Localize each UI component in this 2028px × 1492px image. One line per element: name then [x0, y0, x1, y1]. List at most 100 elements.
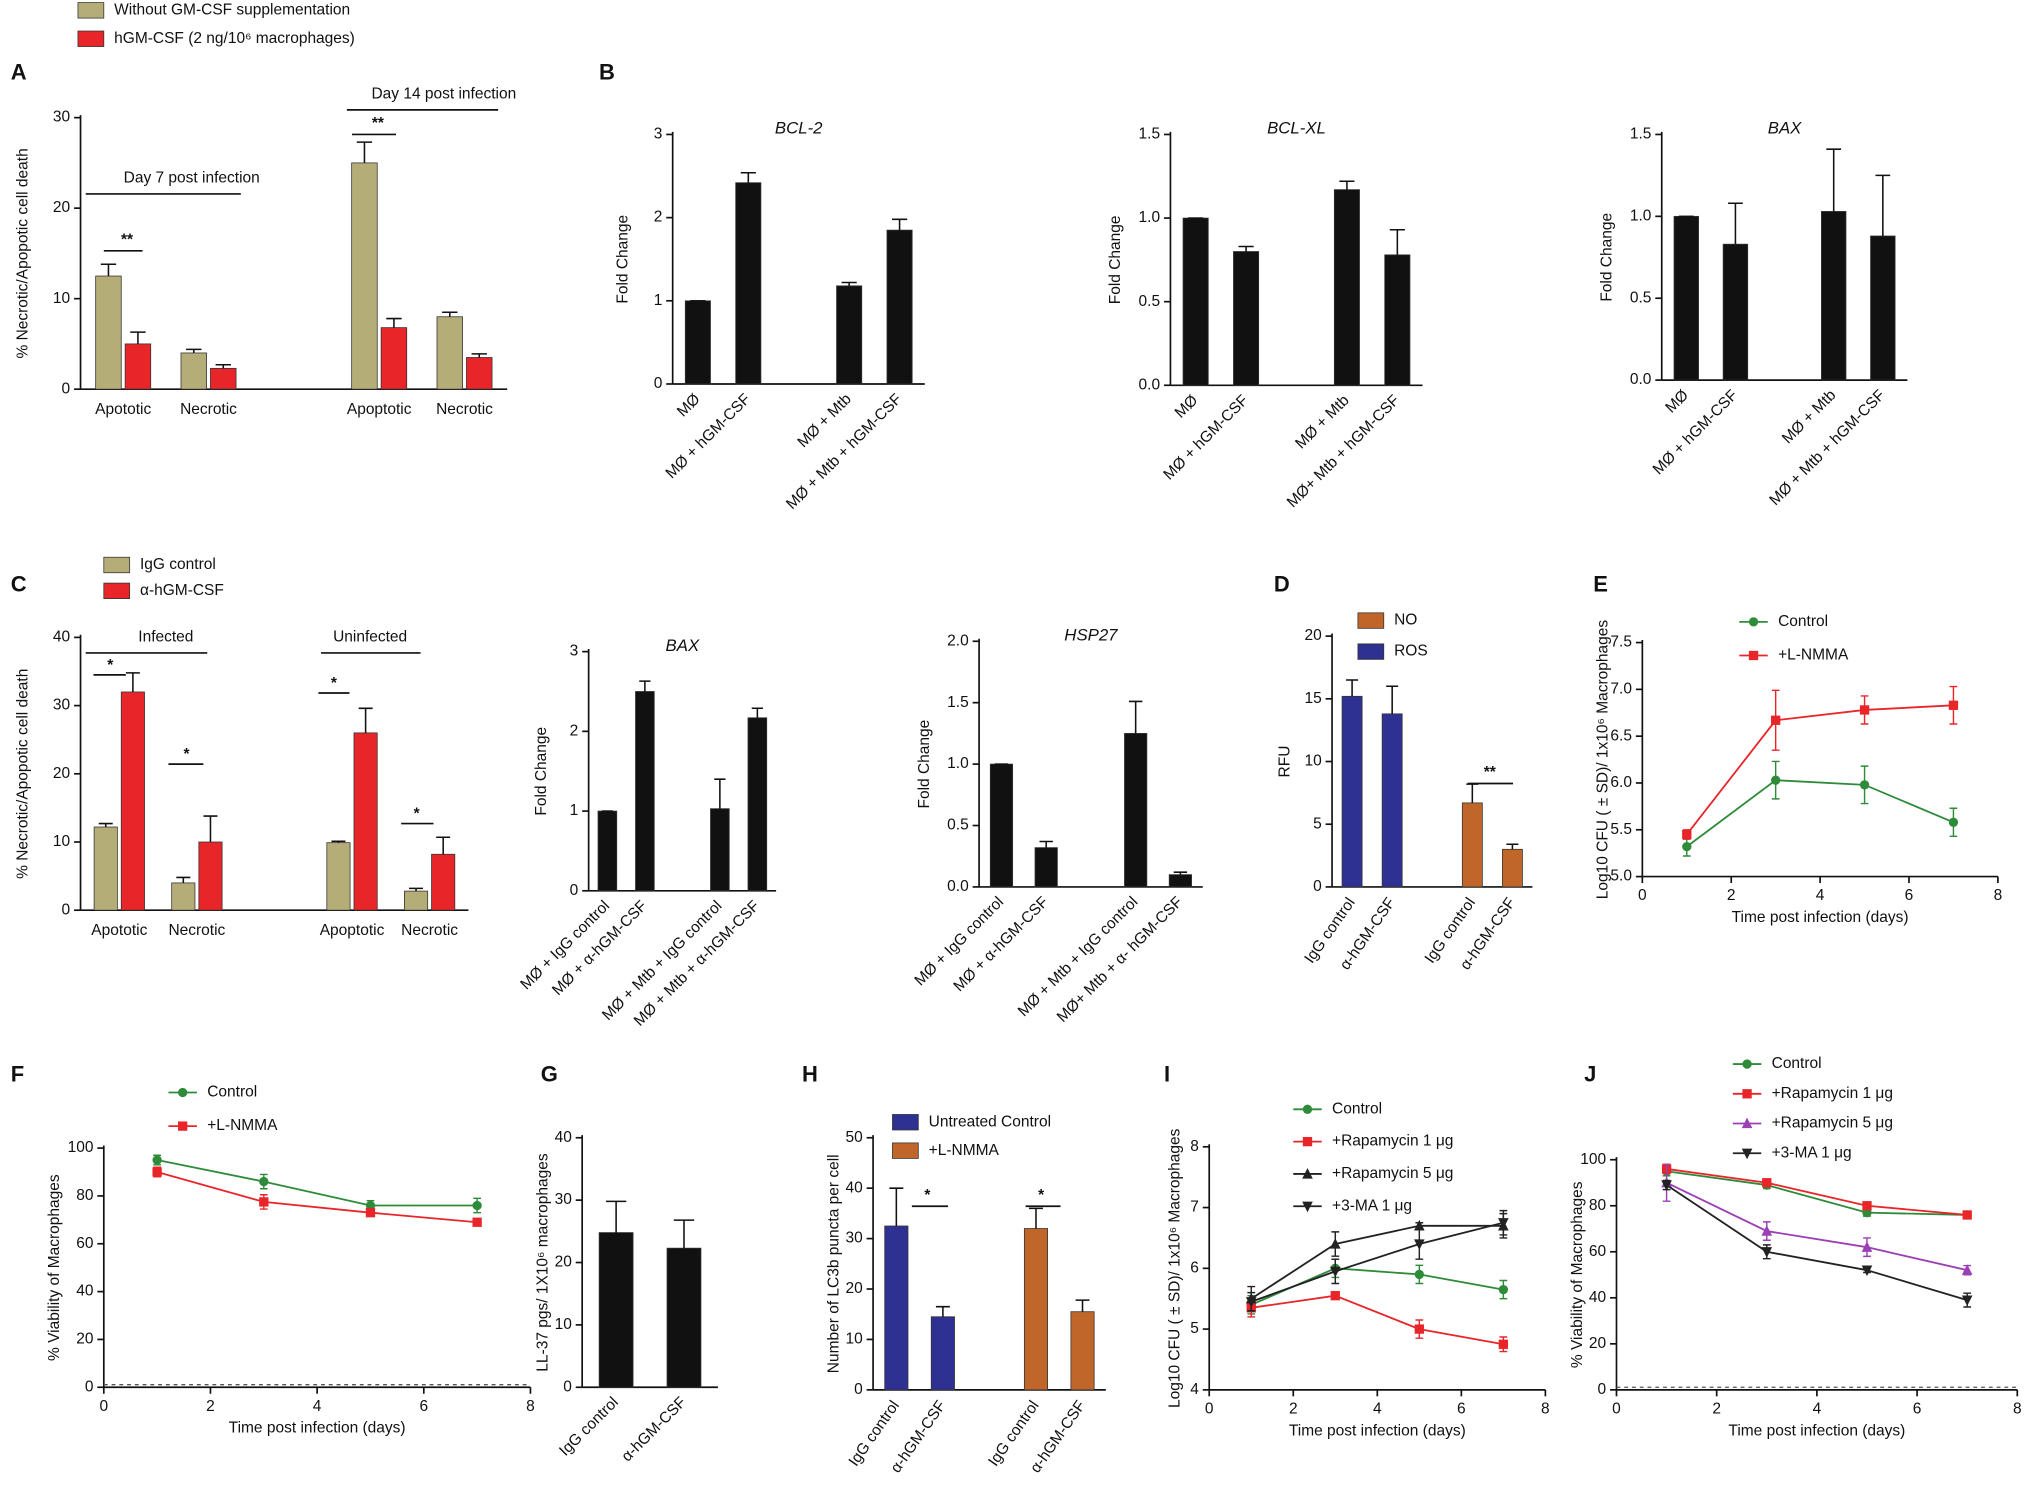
x-tick-label: 8: [2013, 1400, 2022, 1417]
legend-label: Untreated Control: [929, 1113, 1051, 1130]
x-tick-label: 6: [1913, 1400, 1922, 1417]
annotation: **: [372, 115, 385, 132]
bar: [404, 890, 429, 911]
point: [1948, 700, 1959, 710]
y-tick-label: 0.0: [1630, 371, 1652, 388]
x-tick-label: Necrotic: [436, 401, 493, 418]
x-axis-label: Time post infection (days): [1289, 1422, 1466, 1439]
x-tick-label: 8: [1541, 1400, 1550, 1417]
legend-label: +L-NMMA: [929, 1142, 1000, 1159]
bar: [598, 1232, 634, 1388]
y-tick-label: 1.0: [1139, 209, 1161, 226]
legend-marker: [178, 1121, 188, 1131]
point: [1329, 1238, 1341, 1249]
y-axis-label: % Viability of Macrophages: [46, 1174, 63, 1361]
y-tick-label: 30: [555, 1191, 573, 1208]
y-tick-label: 4: [1190, 1381, 1199, 1398]
y-tick-label: 10: [53, 833, 71, 850]
error-bar: [639, 680, 651, 692]
chart-title: BCL-2: [775, 119, 823, 138]
legend-marker: [1748, 617, 1759, 627]
bar: [1341, 695, 1363, 888]
error-bar: [889, 1187, 904, 1226]
y-tick-label: 10: [555, 1316, 573, 1333]
legend-label: Control: [1772, 1055, 1822, 1072]
x-tick-label: 6: [1905, 887, 1914, 904]
bar: [886, 229, 913, 385]
y-tick-label: 1.0: [1630, 207, 1652, 224]
error-bar: [1728, 202, 1743, 245]
y-tick-label: 2: [654, 209, 663, 226]
y-axis-label: Fold Change: [916, 720, 933, 809]
y-tick-label: 20: [1589, 1335, 1607, 1352]
error-bar: [125, 672, 140, 692]
point: [1961, 1295, 1973, 1307]
bar: [930, 1316, 955, 1391]
legend-marker: [1742, 1059, 1752, 1069]
y-tick-label: 20: [76, 1331, 94, 1348]
bar: [1182, 217, 1209, 386]
point: [365, 1200, 376, 1211]
y-tick-label: 100: [1580, 1151, 1606, 1168]
error-bar: [1466, 783, 1479, 803]
point: [152, 1155, 162, 1165]
y-tick-label: 1: [570, 802, 579, 819]
y-tick-label: 50: [845, 1129, 863, 1146]
y-tick-label: 0: [570, 882, 579, 899]
series-line: [156, 1171, 478, 1224]
y-tick-label: 15: [1304, 690, 1321, 707]
error-bar: [1339, 180, 1355, 190]
x-tick-label: MØ: [674, 391, 704, 421]
error-bar: [1075, 1299, 1090, 1312]
error-bar: [358, 707, 373, 733]
y-tick-label: 10: [845, 1331, 863, 1348]
y-tick-label: 8: [1190, 1138, 1199, 1155]
y-tick-label: 20: [1304, 627, 1322, 644]
series-line: [1666, 1181, 1968, 1272]
point: [472, 1217, 482, 1227]
bar: [171, 882, 196, 911]
series-line: [156, 1159, 478, 1207]
error-bar: [436, 836, 451, 855]
bar: [1034, 847, 1058, 888]
y-tick-label: 5.5: [1610, 821, 1632, 838]
bar: [1821, 211, 1847, 381]
legend-swatch: [1357, 612, 1385, 629]
bar: [735, 182, 762, 385]
point: [472, 1200, 482, 1211]
x-axis-label: Time post infection (days): [229, 1420, 406, 1437]
panel-letter: J: [1584, 1061, 1596, 1086]
y-tick-label: 7.5: [1610, 634, 1632, 651]
error-bar: [1039, 840, 1053, 848]
bar: [380, 327, 408, 390]
y-tick-label: 0: [62, 901, 71, 918]
panel-letter: F: [11, 1061, 24, 1086]
y-tick-label: 20: [53, 765, 71, 782]
bar: [1333, 189, 1360, 386]
legend-marker: [1741, 1148, 1753, 1160]
error-bar: [386, 317, 402, 328]
y-tick-label: 0: [563, 1378, 572, 1395]
bar: [747, 717, 768, 892]
x-tick-label: 8: [1994, 887, 2003, 904]
chart-title: HSP27: [1064, 626, 1118, 645]
annotation: *: [414, 806, 421, 823]
y-axis-label: Number of LC3b puncta per cell: [825, 1154, 842, 1373]
y-axis-label: % Necrotic/Apopotic cell death: [15, 669, 32, 879]
x-tick-label: Apoptotic: [347, 401, 412, 418]
y-tick-label: 60: [1589, 1243, 1607, 1260]
y-tick-label: 2.0: [947, 632, 969, 649]
legend-marker: [1302, 1168, 1313, 1179]
legend-label: +L-NMMA: [207, 1117, 278, 1134]
legend-swatch: [103, 556, 131, 574]
y-tick-label: 20: [845, 1280, 863, 1297]
y-tick-label: 5: [1313, 815, 1322, 832]
error-bar: [935, 1305, 950, 1317]
panel-letter: C: [11, 571, 27, 596]
bar: [635, 691, 655, 892]
series-line: [1686, 704, 1954, 836]
legend-label: Control: [1332, 1100, 1382, 1117]
legend-label: NO: [1394, 612, 1417, 629]
series-line: [1666, 1170, 1968, 1216]
x-tick-label: Apototic: [91, 922, 147, 939]
